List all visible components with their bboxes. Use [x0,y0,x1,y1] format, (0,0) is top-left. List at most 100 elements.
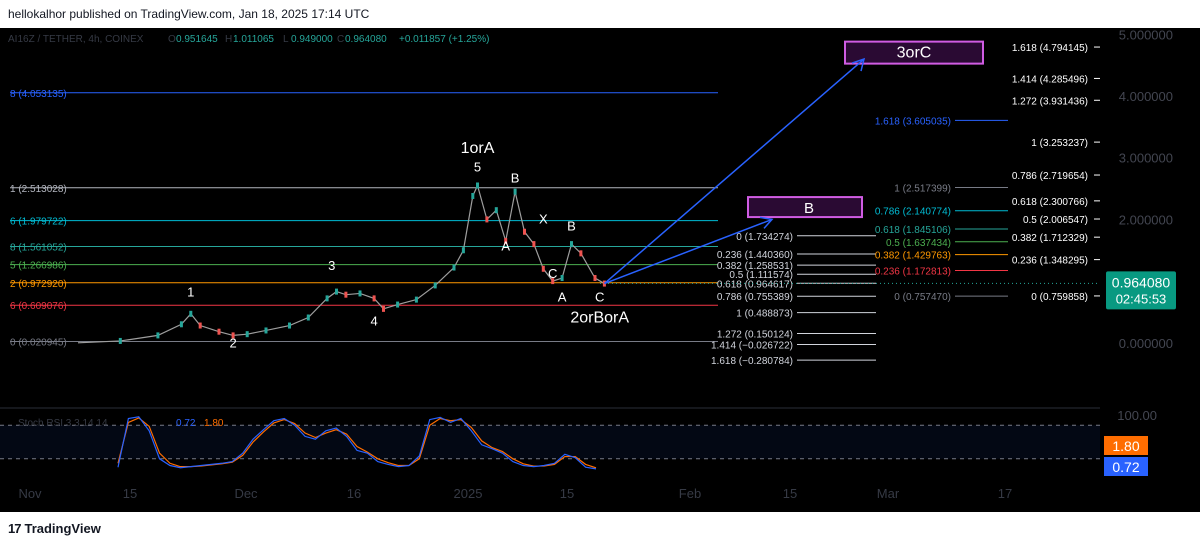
time-tick-label: 16 [347,486,361,501]
candle-mark [325,295,329,302]
candle-mark [570,241,573,248]
candle-mark [560,275,564,282]
wave-label: B [511,170,520,185]
time-tick-label: 15 [783,486,797,501]
candle-mark [288,322,291,329]
fib-left-label: 6 (0.609076) [10,301,67,312]
candle-mark [461,247,465,254]
chart-area[interactable]: 8 (4.053135) 1 (2.513028) 6 (1.979722) 8 (1… [0,8,1200,512]
price-tick-label: 0.000000 [1119,336,1173,351]
fib-mid-label: 0.5 (1.111574) [729,270,793,281]
arrow-head-3orC [851,57,866,72]
candle-mark [504,238,508,245]
fib-mid-label: 1.272 (0.150124) [717,330,793,341]
candle-mark [476,182,479,189]
stoch-k-line [117,416,597,470]
wave-label: 5 [474,159,481,174]
time-tick-label: Dec [234,486,258,501]
candle-mark [189,310,193,317]
fib-left-label: 1 (2.513028) [10,184,67,195]
price-tick-label: 4.000000 [1119,89,1173,104]
fib-levels: 8 (4.053135) 1 (2.513028) 6 (1.979722) 8 (1… [10,8,1100,367]
stoch-k-badge-value: 0.72 [1112,459,1139,475]
ohlc-value: O [168,34,176,45]
fib-mid-label: 0.618 (0.964617) [717,279,793,290]
fib-mid-label: 1.414 (−0.026722) [711,340,793,351]
time-tick-label: 17 [998,486,1012,501]
ohlc-value: 0.951645 [176,34,218,45]
fib-left-label: 8 (1.561052) [10,242,67,253]
ohlc-value: C [337,34,344,45]
tradingview-logo-mark: 17 [8,521,22,536]
price-tick-label: 5.000000 [1119,28,1173,42]
candle-mark [382,305,385,312]
fib-right-b-label: 0 (0.759858) [1031,292,1088,303]
current-price-value: 0.964080 [1112,274,1171,290]
fib-right-b-label: 1.618 (4.794145) [1012,43,1088,54]
stoch-rsi-pane: Stoch RSI 3 3 14 14 0.72 1.80 100.00 1.80 0.7… [0,407,1157,476]
fib-left-label: 2 (0.972920) [10,279,67,290]
candle-mark [396,301,400,308]
candle-mark [179,321,183,328]
candle-mark [452,264,456,271]
box-3orC [844,40,984,65]
candle-mark [532,241,536,248]
fib-mid-label: 0.236 (1.440360) [717,250,793,261]
ohlc-value: 1.011065 [233,34,274,45]
wave-label: A [558,289,567,304]
ohlc-value: +0.011857 (+1.25%) [399,34,489,45]
time-axis: Nov 15 Dec 16 2025 15 Feb 15 Mar 17 [18,486,1012,501]
fib-left-label: 8 (4.053135) [10,89,67,100]
wave-label: B [567,219,576,234]
fib-right-a-label: 0.236 (1.172813) [875,266,951,277]
candle-mark [485,216,489,223]
tradingview-logo[interactable]: 17 TradingView [8,521,101,536]
fib-right-b-label: 0.5 (2.006547) [1023,215,1088,226]
candle-mark [541,265,545,272]
publish-header: hellokalhor published on TradingView.com… [0,0,1200,28]
price-tick-label: 3.000000 [1119,151,1173,166]
time-tick-label: 15 [560,486,574,501]
fib-right-a-label: 0.5 (1.637434) [886,238,951,249]
fib-left-label: 0 (0.020945) [10,338,67,349]
arrow-to-B [604,218,773,285]
candle-mark [118,337,122,344]
candle-mark [231,332,235,339]
candle-mark [306,314,310,321]
candle-mark [513,188,517,195]
ohlc-value: 0.964080 [345,34,387,45]
candle-mark [471,192,475,199]
stoch-d-badge-value: 1.80 [1112,438,1139,454]
fib-mid-label: 1.618 (−0.280784) [711,356,793,367]
candle-mark [372,295,376,302]
stoch-k-badge [1104,457,1148,476]
chart-svg[interactable]: 8 (4.053135) 1 (2.513028) 6 (1.979722) 8 (1… [0,8,1200,512]
fib-right-b-label: 0.786 (2.719654) [1012,171,1088,182]
time-tick-label: 2025 [454,486,483,501]
price-tick-label: 2.000000 [1119,212,1173,227]
fib-left-label: 5 (1.266986) [10,261,67,272]
candle-mark [551,278,555,285]
arrow-to-3orC [603,58,865,285]
stoch-k-legend: 0.72 [176,418,196,429]
symbol-label: AI16Z / TETHER, 4h, COINEX [8,34,144,45]
time-tick-label: Feb [679,486,701,501]
fib-right-b-label: 1 (3.253237) [1031,138,1088,149]
time-tick-label: Nov [18,486,42,501]
box-B-label: B [804,200,814,217]
candle-mark [335,288,338,295]
time-tick-label: 15 [123,486,137,501]
fib-right-a-label: 0.786 (2.140774) [875,207,951,218]
projection-arrows [603,57,866,285]
fib-right-a-label: 0 (0.757470) [894,292,951,303]
candle-mark [494,207,498,214]
ohlc-value: L [283,34,289,45]
price-axis: 5.000000 4.000000 3.000000 2.000000 0.000000… [1106,27,1176,351]
symbol-legend: AI16Z / TETHER, 4h, COINEX O 0.951645 H 1.01… [8,34,489,45]
candle-mark [245,331,249,338]
stoch-band [0,425,1100,459]
stoch-d-badge [1104,436,1148,455]
fib-mid-label: 0.382 (1.258531) [717,261,793,272]
target-boxes: 3orC B [747,40,984,219]
